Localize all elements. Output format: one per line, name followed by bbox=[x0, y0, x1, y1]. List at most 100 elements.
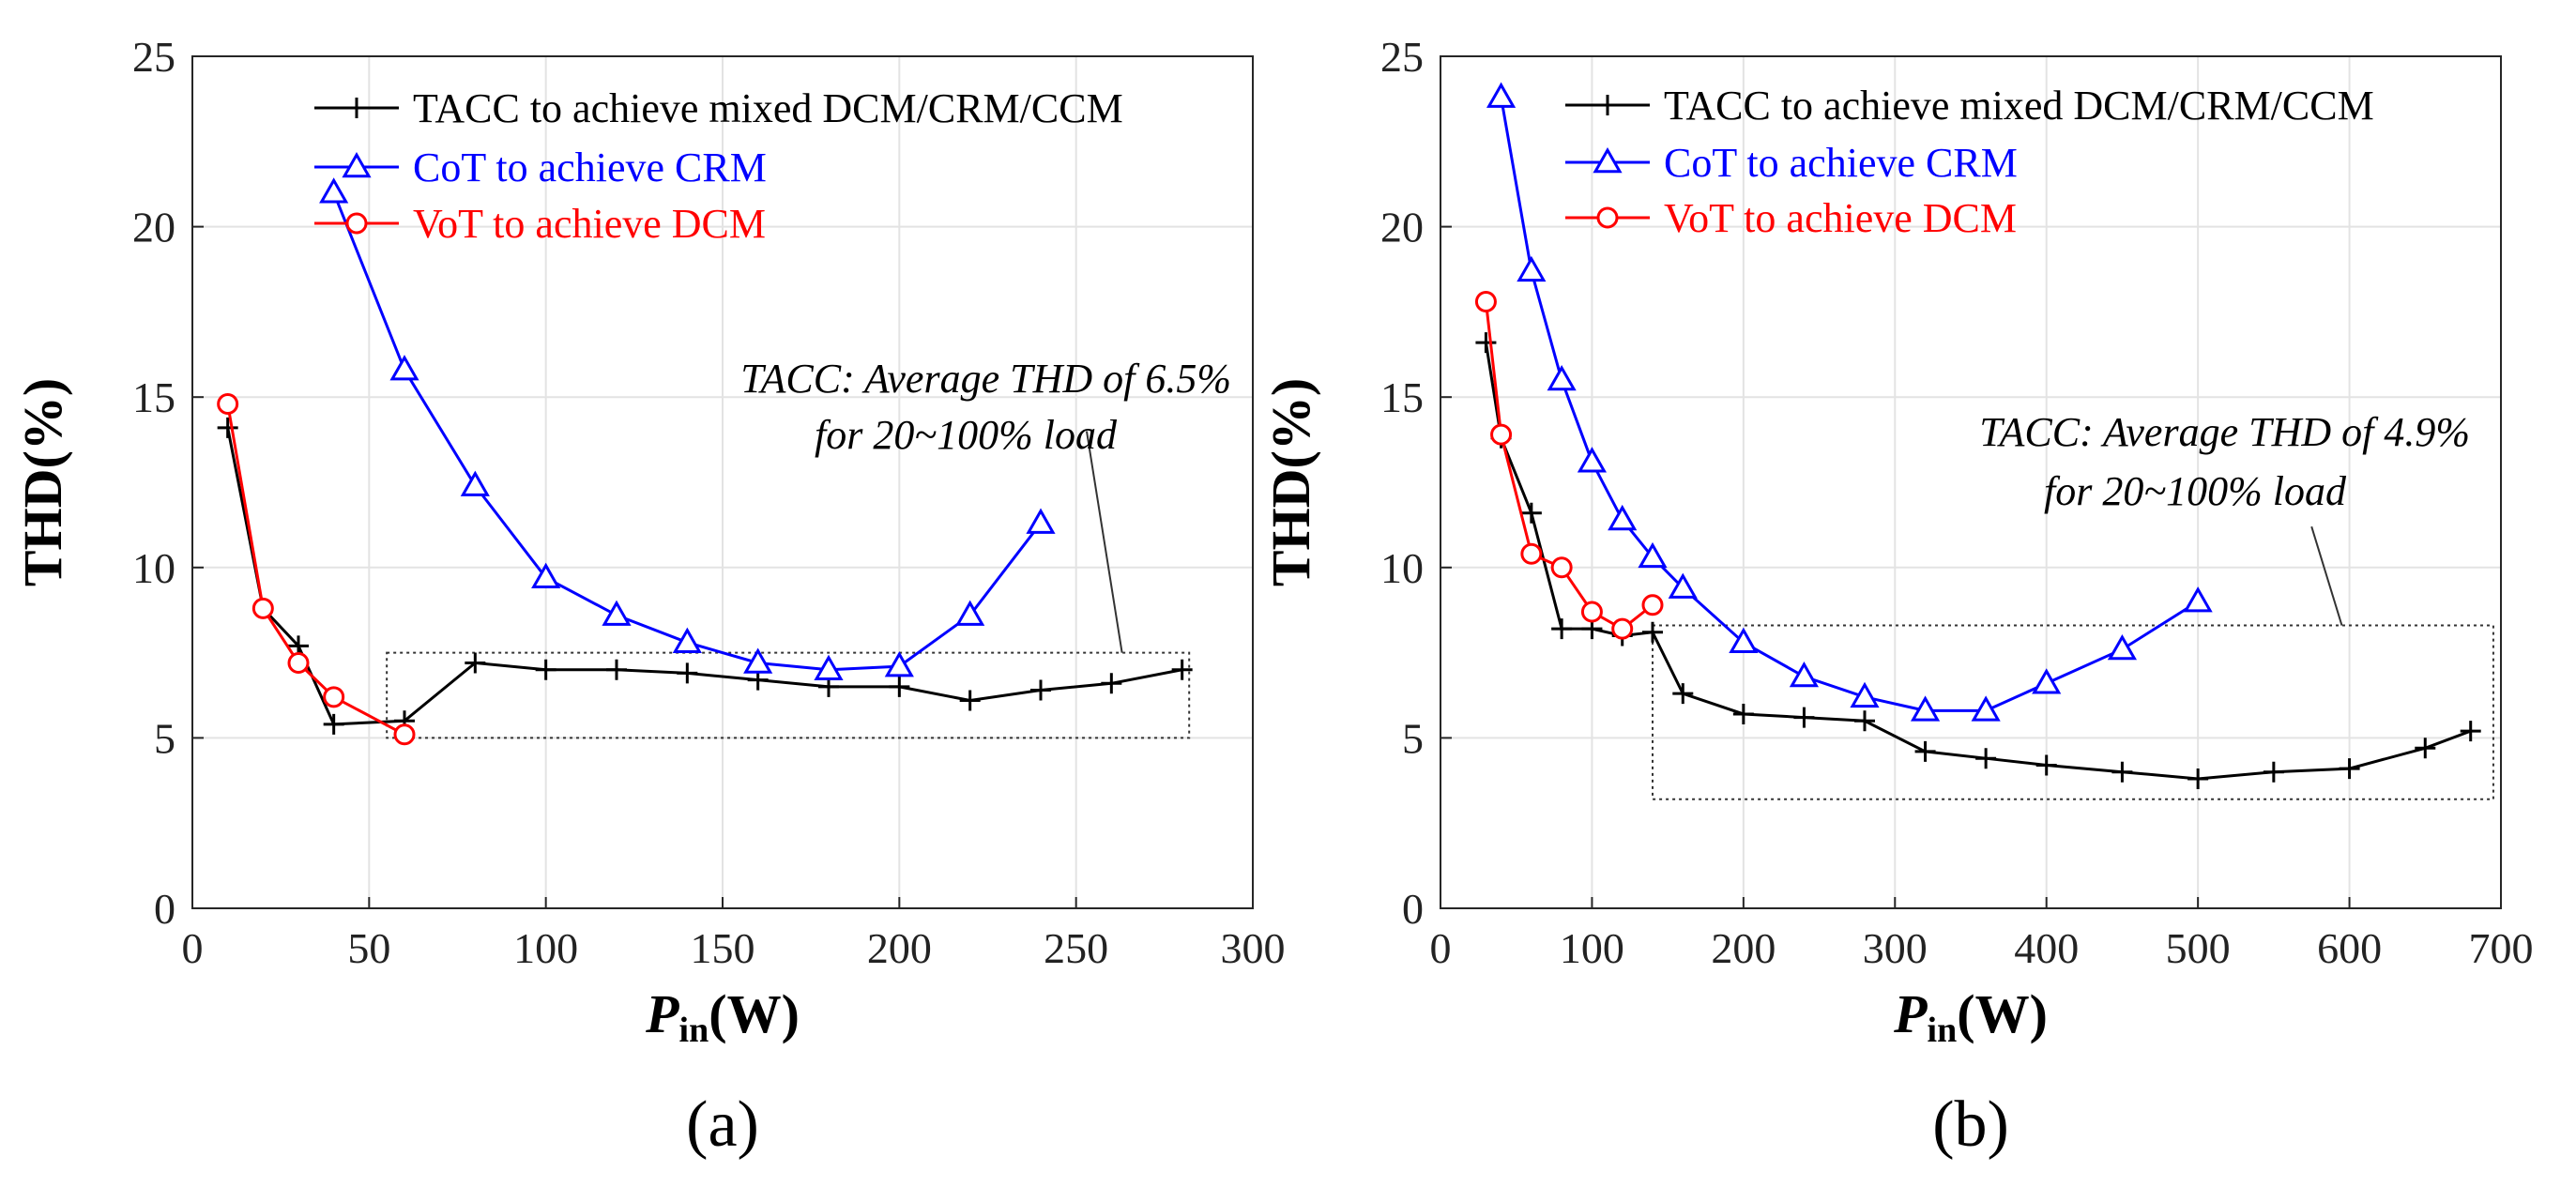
data-point-vot-b bbox=[1580, 601, 1603, 623]
x-tick-label-a: 250 bbox=[1044, 924, 1108, 972]
data-point-tacc-b bbox=[1642, 621, 1663, 643]
annotation-box-a bbox=[386, 651, 1191, 739]
x-tick-label-b: 600 bbox=[2317, 924, 2382, 972]
x-tick-label-a: 150 bbox=[691, 924, 755, 972]
annotation-text-b-2: for 20~100% load bbox=[2044, 468, 2347, 514]
data-point-cot-b bbox=[1789, 662, 1820, 688]
legend-marker-tacc-a bbox=[346, 98, 367, 118]
x-axis-label-main-b: P bbox=[1893, 983, 1928, 1044]
data-point-cot-b bbox=[1517, 255, 1547, 282]
data-point-tacc-a bbox=[1171, 659, 1193, 680]
x-tick-label-b: 300 bbox=[1863, 924, 1928, 972]
data-point-cot-b bbox=[1971, 695, 2001, 722]
data-point-tacc-a bbox=[889, 676, 910, 697]
data-point-vot-a bbox=[217, 392, 239, 415]
x-tick-label-b: 700 bbox=[2469, 924, 2534, 972]
data-point-tacc-b bbox=[2263, 761, 2284, 783]
data-point-tacc-b bbox=[2111, 761, 2133, 783]
legend-entry-tacc-b: TACC to achieve mixed DCM/CRM/CCM bbox=[1664, 83, 2374, 129]
annotation-text-b-1: TACC: Average THD of 4.9% bbox=[1979, 409, 2470, 455]
legend-marker-vot-a bbox=[345, 212, 368, 235]
data-point-cot-b bbox=[1668, 572, 1698, 599]
data-point-cot-b bbox=[2183, 586, 2213, 613]
data-point-cot-a bbox=[884, 651, 914, 677]
y-axis-label-b: THD(%) bbox=[1260, 378, 1321, 586]
data-point-vot-b bbox=[1474, 291, 1497, 313]
data-point-cot-a bbox=[531, 562, 561, 588]
y-tick-label-a: 20 bbox=[132, 204, 175, 251]
data-point-tacc-b bbox=[1975, 748, 1997, 769]
x-tick-label-b: 100 bbox=[1560, 924, 1624, 972]
ticks-b: 0 100 200 300 400 500 600 700 0 5 10 15 20 25 bbox=[1380, 33, 2534, 972]
data-point-cot-b bbox=[1729, 627, 1759, 653]
data-point-tacc-b bbox=[2415, 738, 2436, 759]
series-b bbox=[1474, 82, 2481, 789]
annotation-text-a-2: for 20~100% load bbox=[815, 412, 1118, 458]
panel-a: 0 50 100 150 200 250 300 0 5 10 15 20 25 TACC: Avera… bbox=[12, 33, 1286, 1161]
data-point-cot-b bbox=[1910, 695, 1941, 722]
x-axis-label-a: Pin(W) bbox=[645, 983, 800, 1050]
legend-entry-cot-a: CoT to achieve CRM bbox=[413, 145, 767, 190]
data-point-tacc-b bbox=[1475, 332, 1497, 354]
data-point-vot-a bbox=[393, 723, 416, 746]
data-point-vot-a bbox=[252, 597, 274, 619]
panel-label-a: (a) bbox=[686, 1088, 759, 1161]
x-axis-label-sub-a: in bbox=[679, 1011, 709, 1050]
y-tick-label-a: 15 bbox=[132, 373, 175, 421]
x-axis-label-main-a: P bbox=[645, 983, 679, 1044]
data-point-cot-b bbox=[1850, 681, 1880, 708]
data-point-vot-a bbox=[287, 651, 310, 674]
data-point-tacc-a bbox=[323, 713, 344, 735]
data-point-tacc-a bbox=[1101, 673, 1122, 694]
data-point-tacc-a bbox=[606, 659, 627, 680]
legend-entry-cot-b: CoT to achieve CRM bbox=[1664, 140, 2018, 186]
data-point-tacc-a bbox=[535, 659, 556, 680]
annotation-text-a-1: TACC: Average THD of 6.5% bbox=[740, 356, 1231, 402]
y-axis-label-a: THD(%) bbox=[12, 378, 73, 586]
data-point-tacc-b bbox=[2035, 754, 2057, 776]
panel-label-b: (b) bbox=[1932, 1088, 2009, 1161]
data-point-tacc-a bbox=[465, 652, 486, 674]
legend-marker-cot-a bbox=[342, 151, 372, 178]
x-tick-label-a: 50 bbox=[347, 924, 390, 972]
data-point-cot-b bbox=[1577, 447, 1608, 473]
data-point-cot-a bbox=[955, 600, 985, 626]
annotation-b: TACC: Average THD of 4.9% for 20~100% loa… bbox=[1652, 409, 2494, 800]
y-tick-label-a: 5 bbox=[154, 714, 175, 762]
data-point-vot-b bbox=[1550, 556, 1573, 579]
legend-b: TACC to achieve mixed DCM/CRM/CCM CoT to … bbox=[1565, 83, 2374, 241]
data-point-vot-b bbox=[1520, 542, 1543, 565]
y-tick-label-b: 5 bbox=[1402, 714, 1424, 762]
data-point-cot-a bbox=[460, 470, 490, 496]
data-point-tacc-b bbox=[2339, 758, 2360, 780]
y-tick-label-b: 15 bbox=[1380, 373, 1424, 421]
panel-b: 0 100 200 300 400 500 600 700 0 5 10 15 20 25 TACC: A… bbox=[1260, 33, 2534, 1161]
data-point-cot-b bbox=[1486, 82, 1517, 108]
legend-marker-cot-b bbox=[1593, 146, 1623, 174]
data-point-vot-b bbox=[1490, 423, 1513, 446]
data-point-tacc-b bbox=[1672, 683, 1694, 705]
plot-area-b bbox=[1440, 55, 2502, 909]
data-point-cot-b bbox=[1608, 504, 1638, 531]
data-point-tacc-b bbox=[2460, 721, 2481, 742]
y-tick-label-a: 25 bbox=[132, 33, 175, 81]
y-tick-label-a: 10 bbox=[132, 544, 175, 592]
x-axis-label-unit-b: (W) bbox=[1957, 983, 2048, 1044]
data-point-cot-a bbox=[602, 600, 632, 626]
legend-a: TACC to achieve mixed DCM/CRM/CCM CoT to … bbox=[314, 85, 1123, 247]
data-point-cot-a bbox=[1026, 508, 1056, 534]
annotation-pointer-a bbox=[1085, 431, 1123, 653]
data-point-cot-a bbox=[319, 177, 349, 204]
x-tick-label-a: 200 bbox=[867, 924, 932, 972]
y-tick-label-a: 0 bbox=[154, 885, 175, 933]
data-point-tacc-b bbox=[1732, 703, 1754, 724]
data-point-cot-b bbox=[1638, 541, 1668, 569]
data-point-cot-a bbox=[389, 355, 419, 381]
y-tick-label-b: 0 bbox=[1402, 885, 1424, 933]
x-axis-label-sub-b: in bbox=[1928, 1011, 1958, 1050]
annotation-pointer-b bbox=[2310, 525, 2343, 626]
y-tick-label-b: 10 bbox=[1380, 544, 1424, 592]
legend-entry-vot-a: VoT to achieve DCM bbox=[413, 201, 766, 247]
data-point-cot-a bbox=[743, 647, 773, 674]
